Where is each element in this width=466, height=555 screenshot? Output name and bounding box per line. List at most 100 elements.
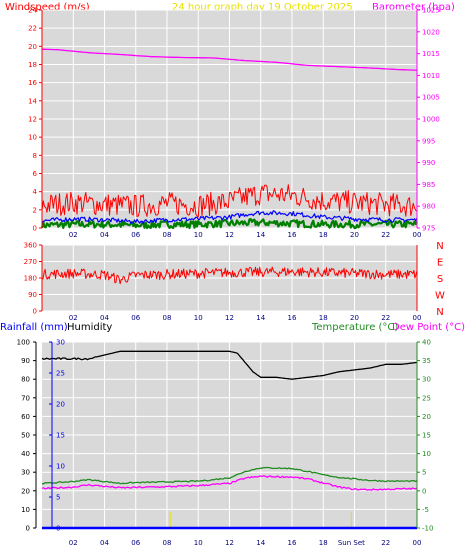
wind-x-tick-label: 04 [100,231,109,239]
wind-low-line [40,218,418,230]
humidity-tick-label: 80 [21,376,30,384]
wind-gust-line [41,184,418,218]
temperature-panel-axes: 02 04 06 08 10 12 14 16 18 22 00010203040506070809… [17,339,434,548]
windspeed-tick-label: 16 [28,79,37,87]
windspeed-tick-label: 12 [28,116,37,124]
barometer-tick-label: 990 [422,159,435,167]
windspeed-tick-label: 18 [28,61,37,69]
direction-panel-series [41,266,418,285]
direction-panel: 02 04 06 08 10 12 14 16 18 20 22 00090180270360NWSE… [24,241,445,322]
temp-x-tick-label: 16 [288,539,297,547]
rainfall-tick-label: 0 [56,525,60,533]
direction-x-tick-label: 10 [194,314,203,322]
wind-panel: 02 04 06 08 10 12 14 16 18 20 22 000246810121416182… [28,7,440,240]
windspeed-tick-label: 0 [33,225,37,233]
direction-x-tick-label: 02 [69,314,78,322]
direction-x-tick-label: 04 [100,314,109,322]
temp-x-tick-label: 08 [163,539,172,547]
temperature-panel-series [41,350,418,530]
humidity-tick-label: 30 [21,469,30,477]
humidity-tick-label: 40 [21,450,30,458]
wind-x-tick-label: 16 [288,231,297,239]
barometer-tick-label: 1020 [422,28,440,36]
barometer-tick-label: 1010 [422,72,440,80]
direction-x-tick-label: 00 [413,314,422,322]
temp-x-tick-label: 06 [131,539,140,547]
rainfall-tick-label: 30 [56,339,65,347]
temperature-tick-label: 5 [422,469,426,477]
wind-x-tick-label: 08 [163,231,172,239]
compass-label: S [437,274,443,285]
temperature-tick-label: 30 [422,376,431,384]
dewpoint-line [41,475,418,491]
windspeed-tick-label: 20 [28,43,37,51]
direction-tick-label: 90 [28,291,37,299]
temperature-tick-label: 10 [422,450,431,458]
compass-label: W [435,291,445,302]
temp-x-tick-label: 02 [69,539,78,547]
temperature-panel: 02 04 06 08 10 12 14 16 18 22 00010203040506070809… [17,339,434,548]
direction-x-tick-label: 06 [131,314,140,322]
windspeed-tick-label: 22 [28,25,37,33]
humidity-tick-label: 70 [21,394,30,402]
wind-x-tick-label: 10 [194,231,203,239]
windspeed-tick-label: 24 [28,7,37,15]
sunset-label: Sun Set [338,539,365,547]
humidity-line [41,350,418,380]
wind-x-tick-label: 00 [413,231,422,239]
wind-x-tick-label: 18 [319,231,328,239]
temp-x-tick-label: 04 [100,539,109,547]
barometer-tick-label: 1000 [422,116,440,124]
direction-x-tick-label: 20 [350,314,359,322]
wind-panel-grid [42,9,418,229]
direction-x-tick-label: 18 [319,314,328,322]
compass-label: E [437,258,443,269]
humidity-tick-label: 50 [21,432,30,440]
rainfall-tick-label: 10 [56,463,65,471]
barometer-axis-label: Barometer (hpa) [372,2,455,13]
barometer-line [41,48,418,71]
direction-x-tick-label: 16 [288,314,297,322]
wind-x-tick-label: 20 [350,231,359,239]
temp-x-tick-label: 22 [381,539,390,547]
temp-x-tick-label: 12 [225,539,234,547]
direction-x-tick-label: 22 [381,314,390,322]
rainfall-tick-label: 15 [56,432,65,440]
rainfall-tick-label: 25 [56,370,65,378]
compass-label: N [436,241,443,252]
windspeed-tick-label: 8 [33,152,37,160]
temperature-tick-label: 20 [422,413,431,421]
windspeed-tick-label: 6 [33,170,38,178]
windspeed-tick-label: 10 [28,134,37,142]
wind-panel-series [40,48,418,230]
temp-x-tick-label: 14 [256,539,265,547]
windspeed-tick-label: 4 [33,188,38,196]
temperature-tick-label: -5 [422,506,429,514]
temp-x-tick-label: 18 [319,539,328,547]
wind-x-tick-label: 02 [69,231,78,239]
direction-tick-label: 180 [24,275,37,283]
rainfall-tick-label: 20 [56,401,65,409]
temperature-tick-label: 15 [422,432,431,440]
temp-x-tick-label: 10 [194,539,203,547]
barometer-tick-label: 995 [422,137,435,145]
rainfall-axis-label: Rainfall (mm) [0,322,68,333]
temperature-tick-label: 25 [422,394,431,402]
humidity-axis-label: Humidity [67,322,112,333]
rainfall-tick-label: 5 [56,494,60,502]
direction-tick-label: 0 [33,308,37,316]
dewpoint-axis-label: Dew Point (°C) [392,322,465,333]
humidity-tick-label: 0 [26,525,30,533]
chart-title: 24 hour graph day 19 October 2025 [172,2,353,13]
humidity-tick-label: 90 [21,357,30,365]
barometer-tick-label: 980 [422,203,435,211]
barometer-tick-label: 1005 [422,94,440,102]
wind-panel-axes: 02 04 06 08 10 12 14 16 18 20 22 000246810121416182… [28,7,440,240]
humidity-tick-label: 100 [17,339,30,347]
humidity-tick-label: 20 [21,487,30,495]
temperature-tick-label: 0 [422,487,426,495]
direction-x-tick-label: 12 [225,314,234,322]
windspeed-tick-label: 14 [28,97,37,105]
wind-x-tick-label: 12 [225,231,234,239]
